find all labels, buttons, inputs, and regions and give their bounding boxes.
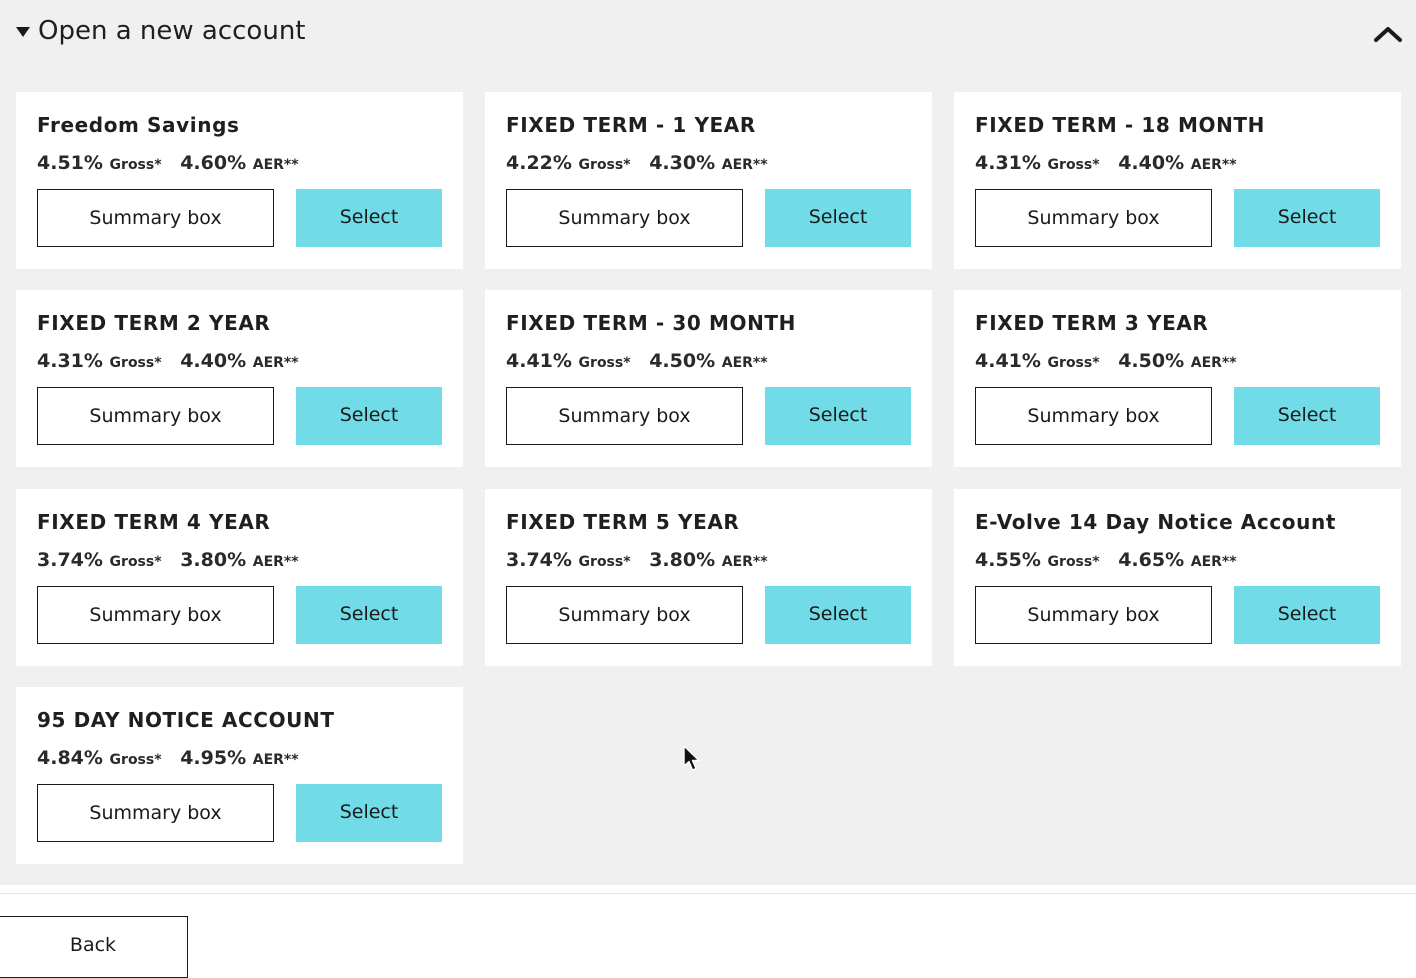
account-card-95-day-notice: 95 DAY NOTICE ACCOUNT 4.84% Gross* 4.95%… [16,687,463,864]
open-account-header[interactable]: Open a new account [0,0,1416,64]
account-rates: 4.31% Gross* 4.40% AER** [975,150,1237,178]
gross-label: Gross* [578,554,631,570]
summary-box-button[interactable]: Summary box [37,189,274,247]
select-button[interactable]: Select [296,387,442,445]
account-rates: 4.51% Gross* 4.60% AER** [37,150,299,178]
account-name: 95 DAY NOTICE ACCOUNT [37,708,335,732]
select-button[interactable]: Select [765,387,911,445]
gross-rate: 4.84% [37,747,103,769]
select-button[interactable]: Select [296,586,442,644]
select-button[interactable]: Select [1234,387,1380,445]
account-card-fixed-term-18-month: FIXED TERM - 18 MONTH 4.31% Gross* 4.40%… [954,92,1401,269]
summary-box-button[interactable]: Summary box [975,387,1212,445]
gross-rate: 4.41% [506,350,572,372]
back-button[interactable]: Back [0,916,188,978]
aer-rate: 4.65% [1118,549,1185,571]
aer-rate: 4.50% [649,350,716,372]
select-button[interactable]: Select [765,586,911,644]
gross-rate: 3.74% [506,549,572,571]
aer-label: AER** [721,554,768,570]
summary-box-button[interactable]: Summary box [37,784,274,842]
aer-rate: 3.80% [649,549,716,571]
account-card-fixed-term-30-month: FIXED TERM - 30 MONTH 4.41% Gross* 4.50%… [485,290,932,467]
aer-label: AER** [1190,355,1237,371]
account-name: FIXED TERM - 1 YEAR [506,113,756,137]
aer-label: AER** [252,554,299,570]
account-rates: 4.41% Gross* 4.50% AER** [506,348,768,376]
account-name: FIXED TERM - 30 MONTH [506,311,797,335]
account-card-freedom-savings: Freedom Savings 4.51% Gross* 4.60% AER**… [16,92,463,269]
summary-box-button[interactable]: Summary box [37,387,274,445]
gross-label: Gross* [109,355,162,371]
select-button[interactable]: Select [1234,586,1380,644]
aer-label: AER** [1190,554,1237,570]
aer-label: AER** [721,355,768,371]
page-footer: Back [0,893,1416,978]
gross-rate: 3.74% [37,549,103,571]
account-name: FIXED TERM 3 YEAR [975,311,1209,335]
summary-box-button[interactable]: Summary box [975,189,1212,247]
account-name: FIXED TERM - 18 MONTH [975,113,1266,137]
aer-label: AER** [252,157,299,173]
aer-label: AER** [252,355,299,371]
account-name: FIXED TERM 2 YEAR [37,311,271,335]
gross-label: Gross* [578,355,631,371]
chevron-up-icon[interactable] [1372,22,1404,46]
select-button[interactable]: Select [765,189,911,247]
gross-label: Gross* [109,752,162,768]
account-name: E-Volve 14 Day Notice Account [975,510,1336,534]
account-card-fixed-term-4-year: FIXED TERM 4 YEAR 3.74% Gross* 3.80% AER… [16,489,463,666]
summary-box-button[interactable]: Summary box [506,189,743,247]
aer-rate: 4.30% [649,152,716,174]
account-name: FIXED TERM 4 YEAR [37,510,271,534]
aer-rate: 4.40% [180,350,247,372]
account-rates: 4.41% Gross* 4.50% AER** [975,348,1237,376]
gross-rate: 4.31% [37,350,103,372]
account-rates: 4.22% Gross* 4.30% AER** [506,150,768,178]
aer-rate: 4.50% [1118,350,1185,372]
aer-label: AER** [1190,157,1237,173]
summary-box-button[interactable]: Summary box [37,586,274,644]
select-button[interactable]: Select [296,784,442,842]
account-rates: 4.31% Gross* 4.40% AER** [37,348,299,376]
aer-rate: 4.60% [180,152,247,174]
gross-rate: 4.22% [506,152,572,174]
aer-rate: 3.80% [180,549,247,571]
gross-label: Gross* [578,157,631,173]
account-name: FIXED TERM 5 YEAR [506,510,740,534]
account-rates: 3.74% Gross* 3.80% AER** [506,547,768,575]
aer-label: AER** [252,752,299,768]
account-card-fixed-term-3-year: FIXED TERM 3 YEAR 4.41% Gross* 4.50% AER… [954,290,1401,467]
triangle-down-icon[interactable] [16,27,30,37]
account-card-fixed-term-2-year: FIXED TERM 2 YEAR 4.31% Gross* 4.40% AER… [16,290,463,467]
gross-label: Gross* [109,157,162,173]
summary-box-button[interactable]: Summary box [506,387,743,445]
gross-rate: 4.41% [975,350,1041,372]
gross-rate: 4.51% [37,152,103,174]
account-name: Freedom Savings [37,113,240,137]
gross-label: Gross* [109,554,162,570]
open-account-panel: Open a new account Freedom Savings 4.51%… [0,0,1416,885]
aer-rate: 4.95% [180,747,247,769]
gross-rate: 4.31% [975,152,1041,174]
gross-label: Gross* [1047,355,1100,371]
account-card-e-volve-14-day-notice: E-Volve 14 Day Notice Account 4.55% Gros… [954,489,1401,666]
summary-box-button[interactable]: Summary box [975,586,1212,644]
account-rates: 3.74% Gross* 3.80% AER** [37,547,299,575]
account-card-fixed-term-5-year: FIXED TERM 5 YEAR 3.74% Gross* 3.80% AER… [485,489,932,666]
account-rates: 4.84% Gross* 4.95% AER** [37,745,299,773]
summary-box-button[interactable]: Summary box [506,586,743,644]
select-button[interactable]: Select [296,189,442,247]
panel-title[interactable]: Open a new account [38,16,306,46]
aer-label: AER** [721,157,768,173]
gross-rate: 4.55% [975,549,1041,571]
gross-label: Gross* [1047,157,1100,173]
mouse-pointer-icon [683,745,700,771]
gross-label: Gross* [1047,554,1100,570]
select-button[interactable]: Select [1234,189,1380,247]
account-card-fixed-term-1-year: FIXED TERM - 1 YEAR 4.22% Gross* 4.30% A… [485,92,932,269]
aer-rate: 4.40% [1118,152,1185,174]
account-rates: 4.55% Gross* 4.65% AER** [975,547,1237,575]
